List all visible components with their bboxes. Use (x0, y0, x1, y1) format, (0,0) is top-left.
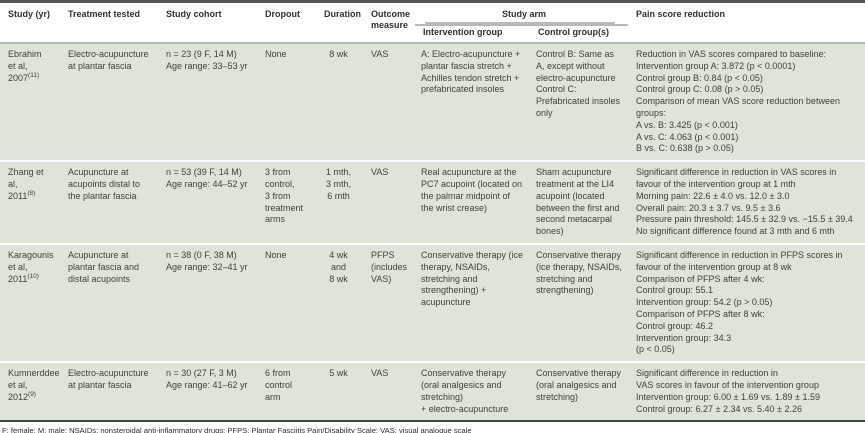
col-header-pain: Pain score reduction (628, 3, 865, 44)
outcome-cell: VAS (363, 161, 415, 245)
treatment-cell: Electro-acupuncture at plantar fascia (60, 362, 158, 423)
table-top-rule (0, 0, 865, 3)
outcome-cell: VAS (363, 362, 415, 423)
treatment-cell: Acupuncture at plantar fascia and distal… (60, 243, 158, 364)
pain-score-cell: Significant difference in reduction in V… (628, 161, 865, 245)
intervention-cell: Conservative therapy (ice therapy, NSAID… (415, 243, 530, 364)
reference-superscript: (11) (28, 71, 40, 79)
cohort-cell: n = 38 (0 F, 38 M) Age range: 32–41 yr (158, 243, 257, 364)
col-header-intervention: Intervention group (415, 25, 530, 44)
dropout-cell: 6 from control arm (257, 362, 316, 423)
col-header-study-arm: Study arm (415, 3, 629, 26)
intervention-cell: Real acupuncture at the PC7 acupoint (lo… (415, 161, 530, 245)
col-header-control: Control group(s) (530, 25, 629, 44)
cohort-cell: n = 53 (39 F, 14 M) Age range: 44–52 yr (158, 161, 257, 245)
study-cell: Karagounis et al, 2011(10) (0, 243, 60, 364)
col-header-study: Study (yr) (0, 3, 60, 44)
duration-cell: 8 wk (316, 43, 363, 163)
treatment-cell: Electro-acupuncture at plantar fascia (60, 43, 158, 163)
col-header-outcome: Outcome measure (363, 3, 415, 44)
duration-cell: 5 wk (316, 362, 363, 423)
reference-superscript: (9) (28, 390, 36, 398)
outcome-cell: PFPS (includes VAS) (363, 243, 415, 364)
pain-score-cell: Significant difference in reduction in P… (628, 243, 865, 364)
cohort-cell: n = 23 (9 F, 14 M) Age range: 33–53 yr (158, 43, 257, 163)
study-name: Karagounis et al, 2011 (8, 249, 54, 284)
intervention-cell: Conservative therapy (oral analgesics an… (415, 362, 530, 423)
study-arm-underline (425, 22, 616, 24)
table-row-ebrahim-2007: Ebrahim et al, 2007(11) Electro-acupunct… (0, 43, 865, 163)
study-arm-label: Study arm (502, 9, 547, 19)
col-header-duration: Duration (316, 3, 363, 44)
control-cell: Conservative therapy (oral analgesics an… (530, 362, 629, 423)
acupuncture-studies-table: Study (yr) Treatment tested Study cohort… (0, 3, 865, 423)
outcome-cell: VAS (363, 43, 415, 163)
table-header-row: Study (yr) Treatment tested Study cohort… (0, 3, 865, 44)
intervention-cell: A: Electro-acupuncture + plantar fascia … (415, 43, 530, 163)
dropout-cell: 3 from control, 3 from treatment arms (257, 161, 316, 245)
dropout-cell: None (257, 43, 316, 163)
control-cell: Conservative therapy (ice therapy, NSAID… (530, 243, 629, 364)
col-header-treatment: Treatment tested (60, 3, 158, 44)
table-subheader-row: Intervention group Control group(s) (0, 25, 865, 44)
cohort-cell: n = 30 (27 F, 3 M) Age range: 41–62 yr (158, 362, 257, 423)
control-cell: Control B: Same as A, except without ele… (530, 43, 629, 163)
table-row-zhang-2011: Zhang et al, 2011(8) Acupuncture at acup… (0, 161, 865, 245)
duration-cell: 1 mth, 3 mth, 6 mth (316, 161, 363, 245)
pain-score-cell: Significant difference in reduction in V… (628, 362, 865, 423)
control-cell: Sham acupuncture treatment at the LI4 ac… (530, 161, 629, 245)
col-header-dropout: Dropout (257, 3, 316, 44)
study-cell: Kumnerddee et al, 2012(9) (0, 362, 60, 423)
study-cell: Ebrahim et al, 2007(11) (0, 43, 60, 163)
study-cell: Zhang et al, 2011(8) (0, 161, 60, 245)
study-name: Ebrahim et al, 2007 (8, 49, 42, 83)
study-name: Zhang et al, 2011 (8, 167, 44, 201)
table-row-karagounis-2011: Karagounis et al, 2011(10) Acupuncture a… (0, 243, 865, 364)
pain-score-cell: Reduction in VAS scores compared to base… (628, 43, 865, 163)
col-header-cohort: Study cohort (158, 3, 257, 44)
study-name: Kumnerddee et al, 2012 (8, 368, 60, 402)
treatment-cell: Acupuncture at acupoints distal to the p… (60, 161, 158, 245)
duration-cell: 4 wk and 8 wk (316, 243, 363, 364)
dropout-cell: None (257, 243, 316, 364)
abbreviations-footnote: F: female; M: male; NSAIDs: nonsteroidal… (0, 422, 865, 433)
reference-superscript: (8) (27, 189, 36, 197)
reference-superscript: (10) (27, 272, 39, 280)
table-row-kumnerddee-2012: Kumnerddee et al, 2012(9) Electro-acupun… (0, 362, 865, 423)
